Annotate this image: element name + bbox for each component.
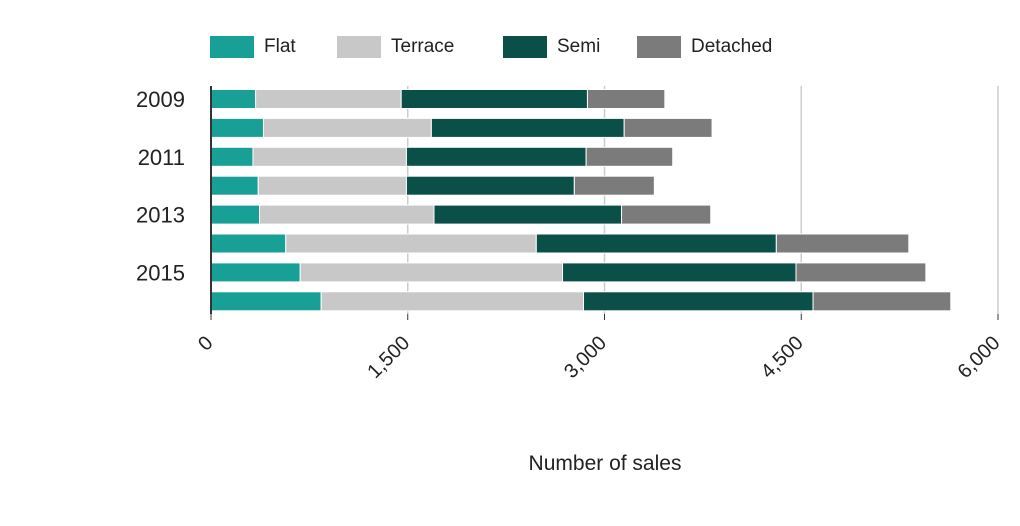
bar-terrace-2011 — [252, 146, 407, 167]
bar-flat-2015 — [210, 262, 301, 283]
legend-swatch — [503, 36, 547, 58]
bar-semi-2016 — [583, 291, 814, 312]
bar-flat-2014 — [210, 233, 287, 254]
bar-terrace-2009 — [255, 89, 402, 109]
y-tick-label: 2013 — [136, 203, 185, 228]
x-tick-label: 0 — [194, 332, 217, 355]
legend-label: Flat — [264, 36, 296, 57]
bar-flat-2016 — [210, 291, 322, 312]
bar-flat-2010 — [210, 117, 264, 138]
bar-semi-2014 — [535, 233, 777, 254]
x-tick-label: 1,500 — [363, 332, 414, 383]
legend-label: Terrace — [391, 36, 455, 57]
bar-terrace-2014 — [285, 233, 537, 254]
x-axis-title: Number of sales — [528, 452, 682, 475]
bar-detached-2015 — [795, 262, 927, 283]
legend-swatch — [210, 36, 254, 58]
bar-detached-2013 — [621, 204, 712, 225]
bar-terrace-2012 — [257, 175, 407, 196]
x-tick-label: 3,000 — [560, 332, 611, 383]
x-tick-label: 4,500 — [757, 332, 808, 383]
bar-detached-2016 — [812, 291, 952, 312]
legend: Flat Terrace Semi Detached — [0, 35, 1020, 61]
bar-detached-2010 — [623, 117, 713, 138]
bar-flat-2011 — [210, 146, 254, 167]
bar-semi-2012 — [405, 175, 575, 196]
bar-terrace-2013 — [259, 204, 435, 225]
bar-semi-2010 — [430, 117, 625, 138]
y-tick-label: 2011 — [138, 145, 185, 170]
legend-label: Semi — [557, 36, 601, 57]
bar-detached-2012 — [573, 175, 655, 196]
legend-label: Detached — [691, 36, 773, 57]
bar-detached-2011 — [585, 146, 674, 167]
x-tick-label: 6,000 — [954, 332, 1005, 383]
y-tick-label: 2015 — [136, 260, 185, 285]
bar-flat-2009 — [210, 89, 257, 109]
bar-terrace-2015 — [299, 262, 564, 283]
legend-item-flat: Flat — [210, 35, 296, 59]
bar-semi-2011 — [405, 146, 587, 167]
bar-terrace-2010 — [262, 117, 432, 138]
bar-detached-2014 — [775, 233, 910, 254]
bar-flat-2013 — [210, 204, 261, 225]
y-tick-label: 2009 — [136, 87, 185, 112]
legend-item-detached: Detached — [637, 35, 772, 59]
bar-semi-2009 — [400, 89, 588, 109]
legend-item-terrace: Terrace — [337, 35, 454, 59]
bar-detached-2009 — [586, 89, 666, 109]
bar-semi-2013 — [433, 204, 623, 225]
legend-item-semi: Semi — [503, 35, 600, 59]
bar-terrace-2016 — [320, 291, 585, 312]
bar-flat-2012 — [210, 175, 259, 196]
legend-swatch — [337, 36, 381, 58]
bar-semi-2015 — [562, 262, 797, 283]
legend-swatch — [637, 36, 681, 58]
